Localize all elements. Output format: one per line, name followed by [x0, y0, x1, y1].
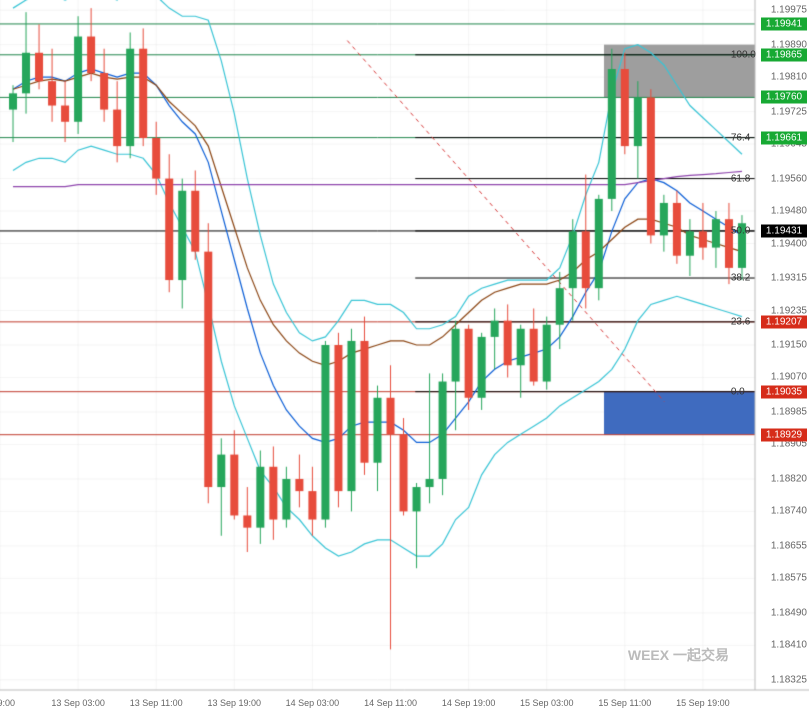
y-axis-tick-label: 1.19480 [771, 206, 807, 217]
fib-level-label: 61.8 [731, 173, 750, 184]
y-axis-tick-label: 1.18740 [771, 506, 807, 517]
price-level-red: 1.18929 [761, 428, 807, 441]
x-axis-time-label: 14 Sep 03:00 [286, 698, 340, 708]
y-axis-tick-label: 1.18490 [771, 607, 807, 618]
watermark-text: WEEX 一起交易 [628, 645, 729, 665]
fib-level-label: 23.6 [731, 316, 750, 327]
price-level-green: 1.19661 [761, 131, 807, 144]
x-axis-time-label: 15 Sep 03:00 [520, 698, 574, 708]
price-level-green: 1.19941 [761, 17, 807, 30]
price-level-green: 1.19760 [761, 91, 807, 104]
fib-level-label: 38.2 [731, 273, 750, 284]
price-level-red: 1.19035 [761, 385, 807, 398]
y-axis-tick-label: 1.18325 [771, 674, 807, 685]
forex-candlestick-chart[interactable]: 1.199751.198901.198101.197251.196451.195… [0, 0, 809, 710]
y-axis-tick-label: 1.19810 [771, 72, 807, 83]
y-axis-tick-label: 1.19560 [771, 173, 807, 184]
fib-level-label: 76.4 [731, 132, 750, 143]
price-level-green: 1.19865 [761, 48, 807, 61]
y-axis-tick-label: 1.19150 [771, 340, 807, 351]
y-axis-tick-label: 1.19975 [771, 5, 807, 16]
x-axis-time-label: 14 Sep 19:00 [442, 698, 496, 708]
x-axis-time-label: 13 Sep 19:00 [208, 698, 262, 708]
y-axis-tick-label: 1.18410 [771, 640, 807, 651]
current-price-marker: 1.19431 [761, 224, 807, 237]
y-axis-tick-label: 1.19400 [771, 238, 807, 249]
x-axis-time-label: 15 Sep 11:00 [598, 698, 651, 708]
y-axis-tick-label: 1.18985 [771, 406, 807, 417]
y-axis-tick-label: 1.19315 [771, 273, 807, 284]
y-axis-tick-label: 1.18820 [771, 473, 807, 484]
fib-level-label: 100.0 [731, 49, 756, 60]
x-axis-time-label: 14 Sep 11:00 [364, 698, 417, 708]
x-axis-time-label: 13 Sep 11:00 [130, 698, 183, 708]
y-axis-tick-label: 1.19070 [771, 372, 807, 383]
price-level-red: 1.19207 [761, 315, 807, 328]
y-axis-tick-label: 1.18575 [771, 573, 807, 584]
fib-level-label: 50.0 [731, 225, 750, 236]
x-axis-time-label: 15 Sep 19:00 [676, 698, 730, 708]
y-axis-tick-label: 1.19235 [771, 305, 807, 316]
x-axis-time-label: 13 Sep 03:00 [51, 698, 105, 708]
fib-level-label: 0.0 [731, 386, 745, 397]
y-axis-tick-label: 1.19725 [771, 106, 807, 117]
chart-canvas [0, 0, 809, 710]
x-axis-time-label: p 19:00 [0, 698, 15, 708]
y-axis-tick-label: 1.18655 [771, 540, 807, 551]
